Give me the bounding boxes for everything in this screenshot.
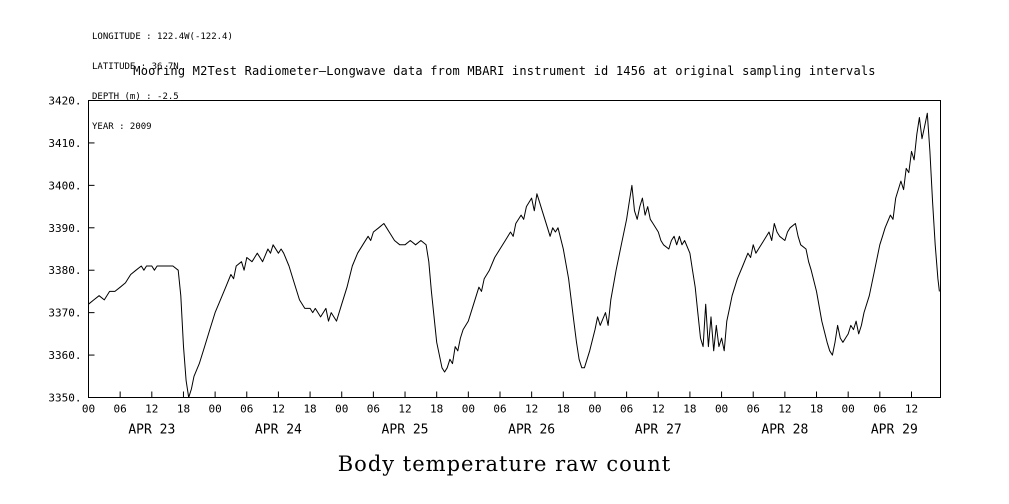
chart-title: Mooring M2Test Radiometer—Longwave data … bbox=[133, 64, 876, 78]
x-tick-label: 00 bbox=[462, 403, 475, 416]
y-tick-label: 3410. bbox=[48, 137, 81, 150]
x-tick-label: 06 bbox=[240, 403, 253, 416]
x-tick-label: 18 bbox=[557, 403, 570, 416]
station-metadata: LONGITUDE : 122.4W(-122.4) LATITUDE : 36… bbox=[92, 12, 233, 152]
x-tick-label: 00 bbox=[82, 403, 95, 416]
x-tick-label: 06 bbox=[493, 403, 506, 416]
x-tick-label: 18 bbox=[810, 403, 823, 416]
x-tick-label: 12 bbox=[525, 403, 538, 416]
x-tick-label: 00 bbox=[715, 403, 728, 416]
day-label: APR 29 bbox=[871, 423, 918, 438]
day-label: APR 24 bbox=[255, 423, 302, 438]
x-tick-label: 00 bbox=[588, 403, 601, 416]
x-tick-label: 06 bbox=[114, 403, 127, 416]
x-axis-title: Body temperature raw count bbox=[337, 452, 672, 476]
metadata-latitude: LATITUDE : 36.7N bbox=[92, 62, 179, 72]
y-tick-label: 3420. bbox=[48, 95, 81, 108]
x-tick-label: 12 bbox=[145, 403, 158, 416]
x-tick-label: 06 bbox=[367, 403, 380, 416]
x-tick-label: 00 bbox=[208, 403, 221, 416]
x-tick-label: 18 bbox=[683, 403, 696, 416]
x-tick-label: 12 bbox=[272, 403, 285, 416]
x-tick-label: 06 bbox=[620, 403, 633, 416]
y-tick-label: 3350. bbox=[48, 392, 81, 405]
day-label: APR 28 bbox=[761, 423, 808, 438]
metadata-year: YEAR : 2009 bbox=[92, 122, 152, 132]
y-tick-label: 3400. bbox=[48, 179, 81, 192]
x-tick-label: 18 bbox=[177, 403, 190, 416]
x-tick-label: 12 bbox=[652, 403, 665, 416]
x-tick-label: 06 bbox=[747, 403, 760, 416]
metadata-depth: DEPTH (m) : -2.5 bbox=[92, 92, 179, 102]
x-tick-label: 00 bbox=[842, 403, 855, 416]
y-tick-label: 3390. bbox=[48, 222, 81, 235]
data-line bbox=[88, 112, 940, 398]
x-tick-label: 00 bbox=[335, 403, 348, 416]
day-label: APR 23 bbox=[128, 423, 175, 438]
y-tick-label: 3380. bbox=[48, 264, 81, 277]
x-tick-label: 06 bbox=[873, 403, 886, 416]
x-tick-label: 18 bbox=[430, 403, 443, 416]
day-label: APR 27 bbox=[635, 423, 682, 438]
metadata-longitude: LONGITUDE : 122.4W(-122.4) bbox=[92, 32, 233, 42]
y-tick-label: 3370. bbox=[48, 307, 81, 320]
y-tick-label: 3360. bbox=[48, 349, 81, 362]
x-tick-label: 18 bbox=[303, 403, 316, 416]
day-label: APR 26 bbox=[508, 423, 555, 438]
x-tick-label: 12 bbox=[778, 403, 791, 416]
x-tick-label: 12 bbox=[398, 403, 411, 416]
x-tick-label: 12 bbox=[905, 403, 918, 416]
axes-frame bbox=[88, 100, 941, 398]
day-label: APR 25 bbox=[382, 423, 429, 438]
